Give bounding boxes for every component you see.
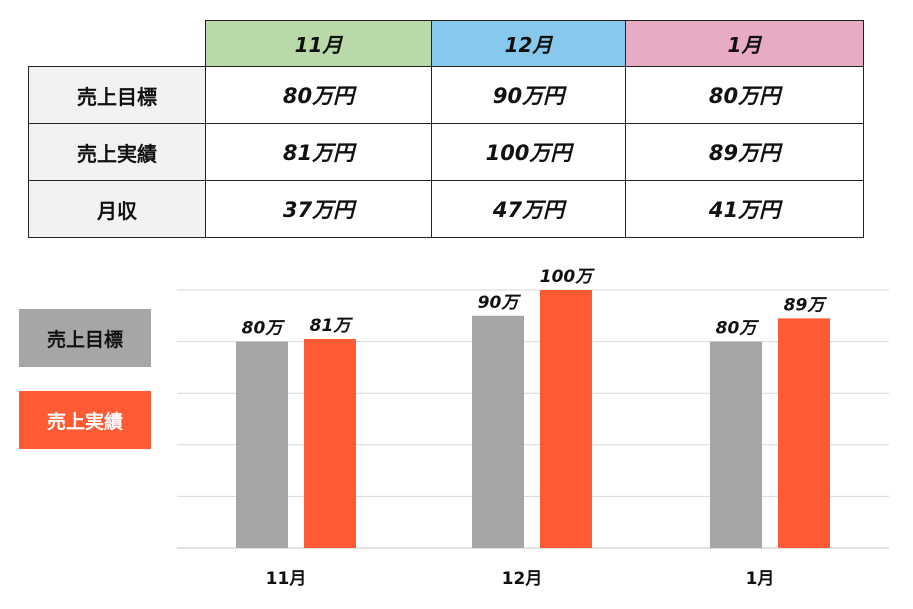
legend-item-sales-target: 売上目標 <box>19 309 151 367</box>
sales-summary-table: 11月 12月 1月 売上目標 80万円 90万円 80万円 売上実績 81万円… <box>28 20 864 238</box>
table-cell: 90万円 <box>431 66 626 124</box>
header-month-3: 1月 <box>625 20 864 67</box>
bar-data-label: 80万 <box>242 319 286 339</box>
bar <box>710 341 762 548</box>
bar <box>778 318 830 548</box>
bar-data-label: 80万 <box>716 319 760 339</box>
bar <box>304 339 356 548</box>
table-row: 月収 37万円 47万円 41万円 <box>28 180 864 238</box>
bar-data-label: 90万 <box>478 293 522 313</box>
bar-data-label: 89万 <box>784 295 828 315</box>
bar <box>236 341 288 548</box>
table-cell: 37万円 <box>205 180 432 238</box>
table-cell: 81万円 <box>205 123 432 181</box>
x-tick-label: 1月 <box>746 569 775 589</box>
header-month-1: 11月 <box>205 20 432 67</box>
table-cell: 47万円 <box>431 180 626 238</box>
table-cell: 80万円 <box>205 66 432 124</box>
table-row: 売上実績 81万円 100万円 89万円 <box>28 123 864 181</box>
bar <box>472 315 524 548</box>
bar-data-label: 81万 <box>310 316 354 336</box>
table-cell: 100万円 <box>431 123 626 181</box>
bar-data-label: 100万 <box>540 267 595 287</box>
row-label-monthly-income: 月収 <box>28 180 206 238</box>
x-tick-label: 11月 <box>266 569 307 589</box>
x-tick-label: 12月 <box>502 569 543 589</box>
legend-item-sales-actual: 売上実績 <box>19 391 151 449</box>
table-cell: 41万円 <box>625 180 864 238</box>
bar <box>540 290 592 548</box>
table-cell: 89万円 <box>625 123 864 181</box>
table-header-row: 11月 12月 1月 <box>28 20 864 67</box>
header-month-2: 12月 <box>431 20 626 67</box>
table-corner-cell <box>28 20 206 67</box>
